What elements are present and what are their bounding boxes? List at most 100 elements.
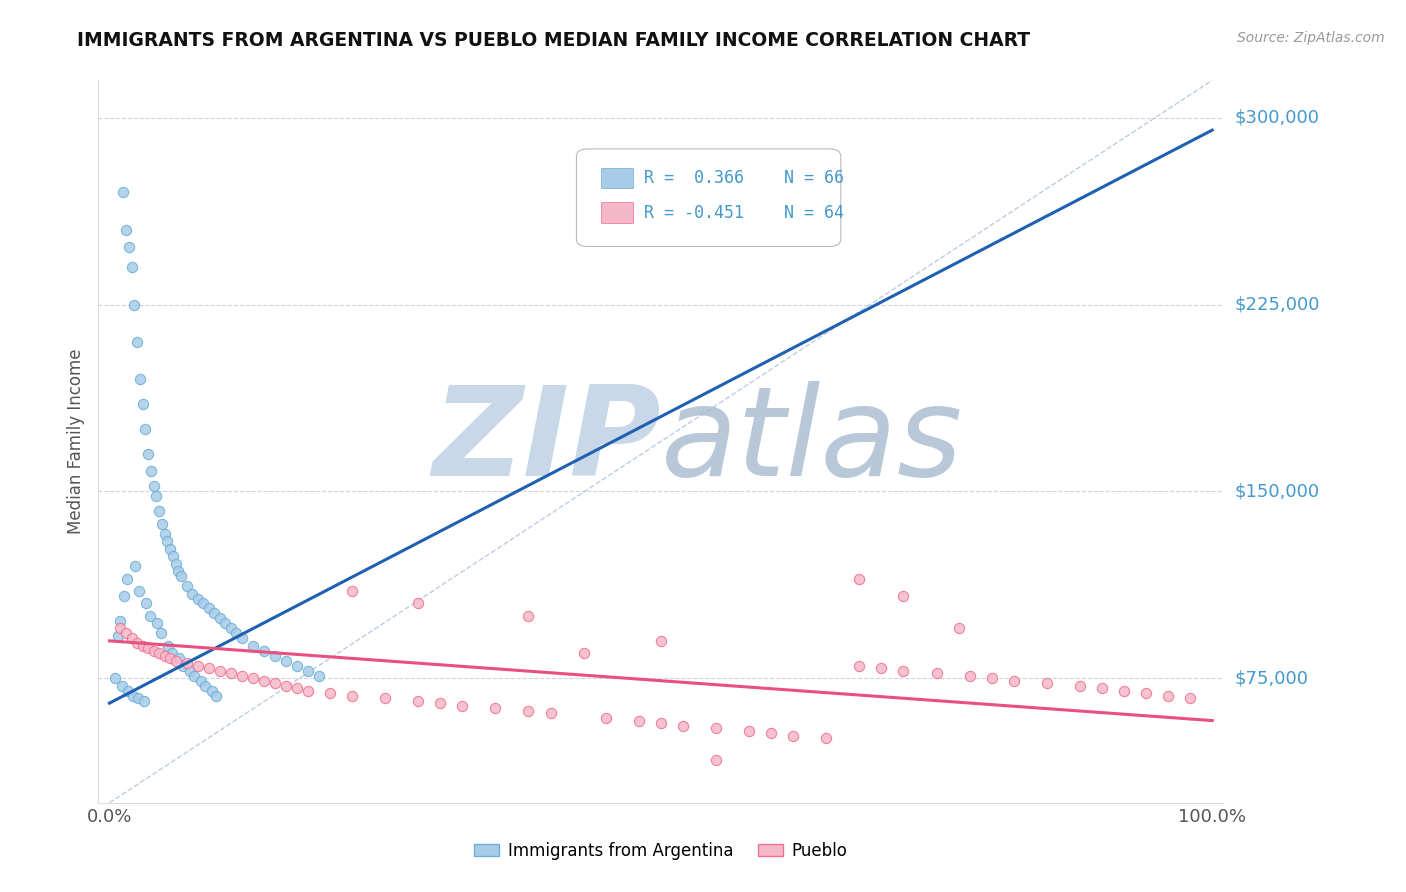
Point — [115, 572, 138, 586]
Bar — [602, 202, 633, 223]
Point — [1091, 681, 1114, 696]
Point — [517, 609, 540, 624]
Text: R = -0.451    N = 64: R = -0.451 N = 64 — [644, 203, 844, 221]
Point — [115, 223, 138, 237]
Point — [201, 683, 224, 698]
Point — [115, 626, 138, 640]
Point — [893, 664, 915, 678]
Point — [176, 657, 198, 671]
Point — [145, 489, 167, 503]
Point — [893, 589, 915, 603]
Point — [150, 516, 173, 531]
Bar — [602, 168, 633, 188]
Point — [1036, 676, 1059, 690]
Point — [540, 706, 562, 720]
Point — [128, 584, 150, 599]
Point — [131, 397, 153, 411]
Point — [1135, 686, 1157, 700]
Point — [208, 664, 231, 678]
Point — [340, 689, 363, 703]
Point — [136, 447, 159, 461]
Point — [242, 639, 264, 653]
Point — [429, 696, 451, 710]
Point — [122, 297, 145, 311]
FancyBboxPatch shape — [576, 149, 841, 246]
Point — [650, 633, 672, 648]
Point — [170, 569, 193, 583]
Point — [159, 651, 181, 665]
Point — [285, 681, 308, 696]
Point — [148, 504, 170, 518]
Point — [484, 701, 506, 715]
Point — [406, 597, 429, 611]
Point — [165, 557, 187, 571]
Point — [297, 683, 319, 698]
Point — [197, 661, 219, 675]
Point — [187, 591, 209, 606]
Point — [129, 372, 152, 386]
Point — [107, 629, 129, 643]
Point — [297, 664, 319, 678]
Point — [172, 658, 194, 673]
Point — [181, 586, 204, 600]
Point — [110, 621, 132, 635]
Point — [704, 754, 727, 768]
Point — [131, 639, 153, 653]
Point — [274, 679, 297, 693]
Point — [595, 711, 617, 725]
Point — [202, 607, 225, 621]
Point — [672, 718, 695, 732]
Point — [340, 584, 363, 599]
Point — [1157, 689, 1180, 703]
Point — [190, 673, 212, 688]
Point — [121, 632, 143, 646]
Text: ZIP: ZIP — [432, 381, 661, 502]
Point — [231, 632, 253, 646]
Point — [124, 559, 146, 574]
Point — [179, 664, 201, 678]
Point — [517, 704, 540, 718]
Point — [153, 648, 176, 663]
Point — [194, 679, 217, 693]
Point — [134, 422, 156, 436]
Point — [156, 534, 179, 549]
Point — [263, 648, 285, 663]
Point — [166, 564, 188, 578]
Text: R =  0.366    N = 66: R = 0.366 N = 66 — [644, 169, 844, 186]
Point — [285, 658, 308, 673]
Point — [111, 186, 134, 200]
Point — [572, 646, 595, 660]
Point — [165, 654, 187, 668]
Point — [150, 626, 173, 640]
Point — [159, 541, 181, 556]
Point — [451, 698, 474, 713]
Point — [117, 683, 139, 698]
Text: $75,000: $75,000 — [1234, 669, 1309, 687]
Point — [187, 658, 209, 673]
Point — [118, 240, 141, 254]
Point — [205, 689, 228, 703]
Point — [135, 597, 157, 611]
Point — [153, 526, 176, 541]
Point — [219, 621, 242, 635]
Point — [162, 549, 184, 563]
Point — [738, 723, 761, 738]
Point — [214, 616, 236, 631]
Point — [167, 651, 190, 665]
Point — [156, 639, 179, 653]
Text: Source: ZipAtlas.com: Source: ZipAtlas.com — [1237, 31, 1385, 45]
Point — [1112, 683, 1135, 698]
Point — [231, 669, 253, 683]
Legend: Immigrants from Argentina, Pueblo: Immigrants from Argentina, Pueblo — [468, 836, 853, 867]
Point — [121, 260, 143, 274]
Point — [132, 693, 155, 707]
Point — [759, 726, 782, 740]
Point — [121, 689, 143, 703]
Point — [319, 686, 342, 700]
Point — [110, 614, 132, 628]
Point — [208, 611, 231, 625]
Point — [219, 666, 242, 681]
Point — [1002, 673, 1025, 688]
Text: $150,000: $150,000 — [1234, 483, 1319, 500]
Point — [782, 729, 804, 743]
